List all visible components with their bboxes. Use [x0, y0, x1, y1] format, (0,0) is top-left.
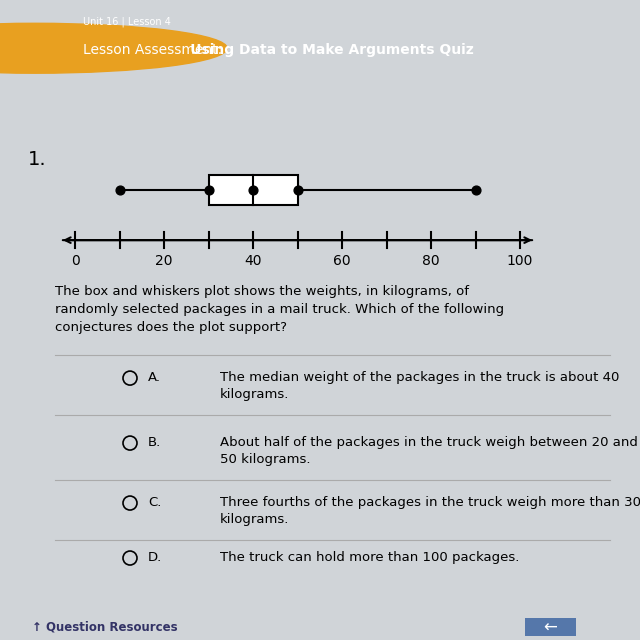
Text: 100: 100	[507, 254, 533, 268]
Text: About half of the packages in the truck weigh between 20 and
50 kilograms.: About half of the packages in the truck …	[220, 436, 638, 466]
Point	[470, 185, 481, 195]
Text: Lesson Assessment:: Lesson Assessment:	[83, 44, 227, 57]
Text: 20: 20	[156, 254, 173, 268]
Circle shape	[0, 23, 227, 73]
Bar	[209, 175, 298, 205]
Text: ←: ←	[543, 618, 557, 636]
Text: Three fourths of the packages in the truck weigh more than 30
kilograms.: Three fourths of the packages in the tru…	[220, 496, 640, 526]
Text: 40: 40	[244, 254, 262, 268]
Text: The box and whiskers plot shows the weights, in kilograms, of
randomly selected : The box and whiskers plot shows the weig…	[55, 285, 504, 334]
Bar	[525, 618, 576, 636]
Text: Unit 16 | Lesson 4: Unit 16 | Lesson 4	[83, 17, 171, 27]
Text: D.: D.	[148, 551, 163, 564]
Point	[292, 185, 303, 195]
Text: 60: 60	[333, 254, 351, 268]
Text: C.: C.	[148, 496, 161, 509]
Text: The truck can hold more than 100 packages.: The truck can hold more than 100 package…	[220, 551, 520, 564]
Text: 80: 80	[422, 254, 440, 268]
Text: ↑ Question Resources: ↑ Question Resources	[32, 621, 178, 634]
Text: The median weight of the packages in the truck is about 40
kilograms.: The median weight of the packages in the…	[220, 371, 620, 401]
Point	[115, 185, 125, 195]
Text: B.: B.	[148, 436, 161, 449]
Text: 0: 0	[70, 254, 79, 268]
Point	[248, 185, 258, 195]
Point	[204, 185, 214, 195]
Text: 1.: 1.	[28, 150, 47, 169]
Text: Using Data to Make Arguments Quiz: Using Data to Make Arguments Quiz	[83, 44, 474, 57]
Text: A.: A.	[148, 371, 161, 384]
